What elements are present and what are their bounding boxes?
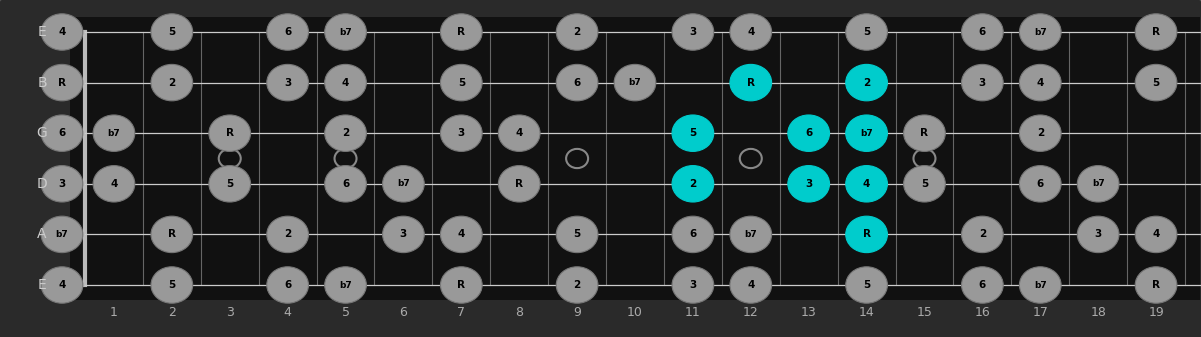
Ellipse shape: [1077, 216, 1119, 253]
Ellipse shape: [41, 115, 83, 151]
Text: 6: 6: [689, 229, 697, 239]
Ellipse shape: [1020, 64, 1062, 101]
Text: 6: 6: [283, 27, 292, 37]
Text: 6: 6: [1036, 179, 1044, 189]
Text: R: R: [1152, 280, 1160, 290]
Text: 2: 2: [689, 179, 697, 189]
Text: R: R: [862, 229, 871, 239]
Ellipse shape: [673, 216, 713, 253]
Ellipse shape: [41, 267, 83, 303]
Ellipse shape: [1077, 165, 1119, 202]
Ellipse shape: [556, 64, 598, 101]
Ellipse shape: [267, 14, 309, 50]
Ellipse shape: [846, 165, 888, 202]
Text: 6: 6: [805, 128, 812, 138]
Text: 4: 4: [59, 27, 66, 37]
Ellipse shape: [41, 165, 83, 202]
Text: b7: b7: [745, 230, 757, 239]
Ellipse shape: [267, 267, 309, 303]
Text: 5: 5: [341, 306, 349, 318]
Text: 8: 8: [515, 306, 524, 318]
Ellipse shape: [41, 64, 83, 101]
Text: 3: 3: [979, 78, 986, 88]
Text: 14: 14: [859, 306, 874, 318]
Text: 5: 5: [1153, 78, 1160, 88]
Text: 4: 4: [515, 128, 522, 138]
Ellipse shape: [41, 216, 83, 253]
Text: 5: 5: [864, 280, 871, 290]
Ellipse shape: [1020, 115, 1062, 151]
Ellipse shape: [324, 267, 366, 303]
Text: 6: 6: [283, 280, 292, 290]
Text: R: R: [226, 128, 234, 138]
Text: 12: 12: [743, 306, 759, 318]
Text: R: R: [58, 78, 66, 88]
Ellipse shape: [903, 165, 945, 202]
Text: 3: 3: [283, 78, 292, 88]
Ellipse shape: [1135, 267, 1177, 303]
Ellipse shape: [94, 115, 135, 151]
Text: 3: 3: [59, 179, 66, 189]
Ellipse shape: [556, 267, 598, 303]
Text: 15: 15: [916, 306, 932, 318]
Text: 13: 13: [801, 306, 817, 318]
Ellipse shape: [441, 267, 482, 303]
Ellipse shape: [730, 64, 771, 101]
Text: b7: b7: [339, 280, 352, 289]
Text: 3: 3: [1094, 229, 1101, 239]
Text: 4: 4: [1153, 229, 1160, 239]
Text: 7: 7: [458, 306, 465, 318]
Text: 3: 3: [458, 128, 465, 138]
Ellipse shape: [151, 64, 192, 101]
Ellipse shape: [962, 14, 1003, 50]
Text: 5: 5: [458, 78, 465, 88]
Text: E: E: [37, 25, 47, 39]
Ellipse shape: [673, 14, 713, 50]
Text: 3: 3: [226, 306, 234, 318]
Text: 6: 6: [979, 27, 986, 37]
Text: R: R: [458, 27, 465, 37]
Text: b7: b7: [1034, 280, 1046, 289]
Ellipse shape: [903, 115, 945, 151]
Text: 5: 5: [864, 27, 871, 37]
Ellipse shape: [556, 14, 598, 50]
Ellipse shape: [1135, 14, 1177, 50]
Text: 4: 4: [458, 229, 465, 239]
Ellipse shape: [441, 64, 482, 101]
Ellipse shape: [788, 165, 830, 202]
Text: 4: 4: [1036, 78, 1044, 88]
Ellipse shape: [383, 165, 424, 202]
Ellipse shape: [962, 216, 1003, 253]
Text: 3: 3: [689, 280, 697, 290]
Text: R: R: [168, 229, 175, 239]
Ellipse shape: [1135, 216, 1177, 253]
Text: 6: 6: [342, 179, 349, 189]
Ellipse shape: [209, 115, 251, 151]
Text: 4: 4: [342, 78, 349, 88]
Text: 10: 10: [627, 306, 643, 318]
Text: 2: 2: [1036, 128, 1044, 138]
Ellipse shape: [267, 64, 309, 101]
Text: 4: 4: [862, 179, 871, 189]
Ellipse shape: [730, 267, 771, 303]
Ellipse shape: [1020, 165, 1062, 202]
Text: b7: b7: [398, 179, 410, 188]
Ellipse shape: [846, 115, 888, 151]
Text: R: R: [515, 179, 524, 189]
Ellipse shape: [1020, 267, 1062, 303]
Ellipse shape: [846, 64, 888, 101]
Text: 4: 4: [747, 27, 754, 37]
Text: 9: 9: [573, 306, 581, 318]
Ellipse shape: [673, 267, 713, 303]
Text: A: A: [37, 227, 47, 241]
Ellipse shape: [730, 14, 771, 50]
Text: 2: 2: [283, 229, 292, 239]
Text: 5: 5: [168, 27, 175, 37]
Ellipse shape: [673, 115, 713, 151]
Ellipse shape: [846, 267, 888, 303]
Text: 5: 5: [574, 229, 581, 239]
Text: b7: b7: [1092, 179, 1105, 188]
Ellipse shape: [614, 64, 656, 101]
Ellipse shape: [383, 216, 424, 253]
